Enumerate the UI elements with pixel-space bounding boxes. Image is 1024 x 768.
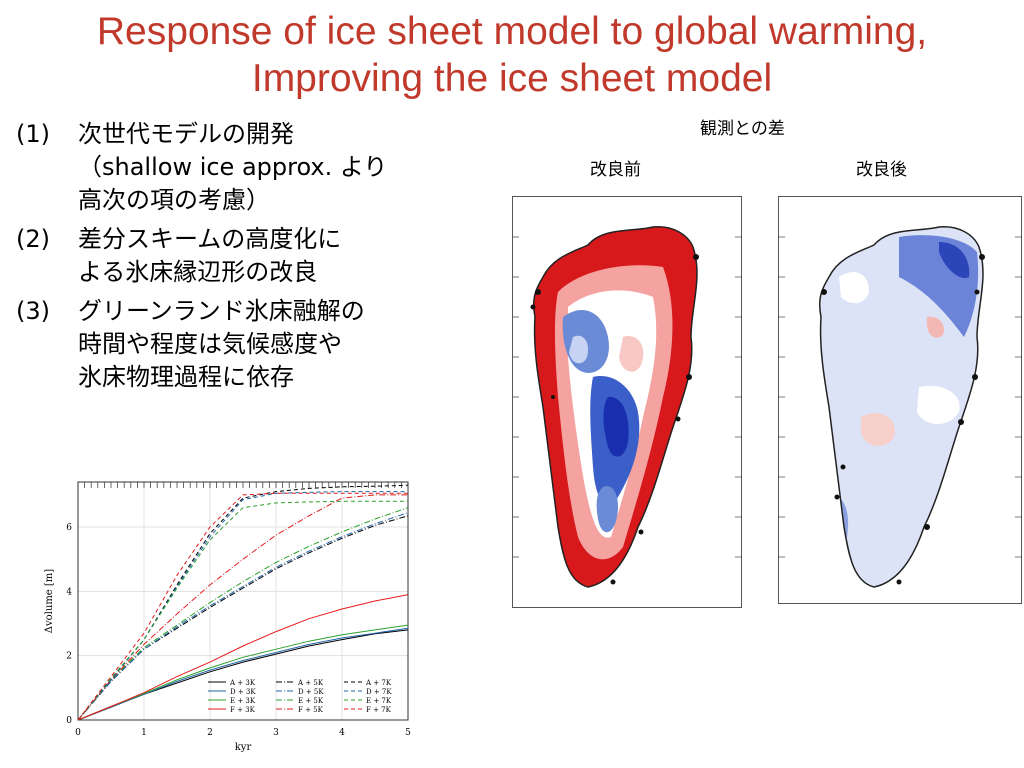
title-line-2: Improving the ice sheet model <box>251 57 773 100</box>
x-tick-label: 2 <box>207 728 213 738</box>
chart-legend: A + 3KD + 3KE + 3KF + 3KA + 5KD + 5KE + … <box>208 679 392 714</box>
legend-label: A + 7K <box>365 679 392 687</box>
bullet-text: 次世代モデルの開発 （shallow ice approx. より 高次の項の考… <box>78 120 388 214</box>
legend-label: F + 5K <box>298 706 324 714</box>
slide-title: Response of ice sheet model to global wa… <box>0 8 1024 102</box>
y-tick-label: 4 <box>66 587 72 597</box>
legend-label: F + 3K <box>230 706 256 714</box>
legend-label: A + 5K <box>297 679 324 687</box>
bullet-number: (3) <box>16 297 50 325</box>
plot-frame <box>77 481 409 721</box>
y-tick-label: 0 <box>66 716 72 726</box>
bullet-text: グリーンランド氷床融解の 時間や程度は気候感度や 氷床物理過程に依存 <box>78 297 365 391</box>
series-line <box>77 507 409 721</box>
x-tick-label: 4 <box>339 728 345 738</box>
series-line <box>77 624 409 721</box>
y-axis-label: Δvolume [m] <box>44 569 55 633</box>
series-line <box>77 594 409 721</box>
legend-label: E + 3K <box>230 697 256 705</box>
legend-label: E + 7K <box>366 697 392 705</box>
series-line <box>77 512 409 721</box>
y-tick-label: 6 <box>66 523 72 533</box>
right-map-label: 改良後 <box>856 160 907 180</box>
chart-series <box>77 484 409 721</box>
x-tick-label: 5 <box>405 728 411 738</box>
series-line <box>77 492 408 721</box>
map-after-panel <box>778 196 1022 604</box>
map-after-image <box>779 226 1021 588</box>
y-tick-label: 2 <box>66 652 72 662</box>
legend-label: F + 7K <box>366 706 392 714</box>
maps-heading: 観測との差 <box>700 119 785 139</box>
series-line <box>77 500 408 721</box>
series-line <box>77 494 408 721</box>
bullet-number: (1) <box>16 120 50 148</box>
legend-label: E + 5K <box>298 697 324 705</box>
legend-label: D + 5K <box>298 688 324 696</box>
bullet-list: (1) 次世代モデルの開発 （shallow ice approx. より 高次… <box>16 118 486 400</box>
x-tick-label: 0 <box>75 728 81 738</box>
bullet-item: (2) 差分スキームの高度化に よる氷床縁辺形の改良 <box>16 223 486 289</box>
x-tick-label: 1 <box>141 728 147 738</box>
left-map-label: 改良前 <box>590 160 641 180</box>
x-tick-label: 3 <box>273 728 279 738</box>
bullet-number: (2) <box>16 225 50 253</box>
bullet-item: (1) 次世代モデルの開発 （shallow ice approx. より 高次… <box>16 118 486 217</box>
chart-axes: 0 1 2 3 4 5 0 2 4 6 kyr Δvolume [m] <box>44 481 411 753</box>
title-line-1: Response of ice sheet model to global wa… <box>96 10 928 53</box>
legend-label: A + 3K <box>229 679 256 687</box>
bullet-text: 差分スキームの高度化に よる氷床縁辺形の改良 <box>78 225 342 286</box>
map-before-panel <box>512 196 742 608</box>
map-before-image <box>513 226 741 588</box>
series-line <box>77 627 409 721</box>
bullet-item: (3) グリーンランド氷床融解の 時間や程度は気候感度や 氷床物理過程に依存 <box>16 295 486 394</box>
legend-label: D + 7K <box>366 688 392 696</box>
legend-label: D + 3K <box>230 688 256 696</box>
x-axis-label: kyr <box>235 742 252 753</box>
